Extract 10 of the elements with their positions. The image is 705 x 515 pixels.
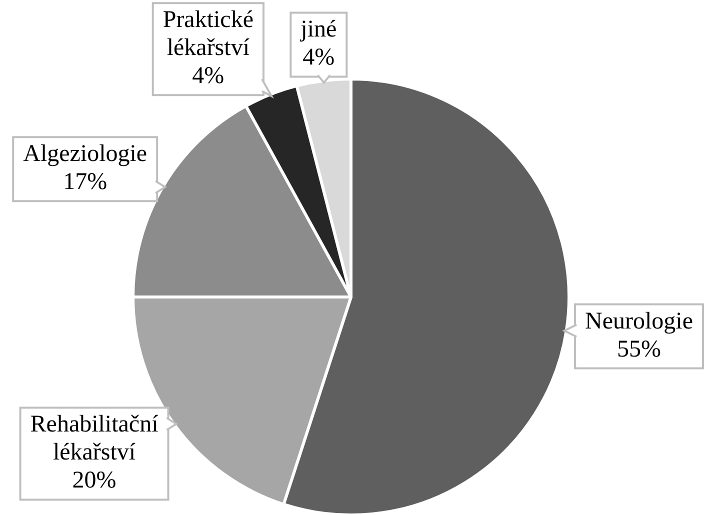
data-label: 20% (72, 468, 116, 494)
slice-label: jiné (300, 16, 337, 43)
data-label: 4% (302, 44, 335, 71)
slice-label: Rehabilitační lékařství (30, 412, 159, 466)
slice-label: Neurologie (585, 308, 693, 334)
slice-label: Algeziologie (23, 141, 148, 168)
data-label: 17% (63, 169, 108, 196)
slice-label: Praktické lékařství (162, 7, 254, 62)
data-label: 55% (617, 336, 662, 362)
data-label: 4% (192, 63, 224, 90)
